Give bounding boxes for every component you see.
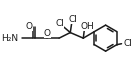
Text: O: O [26,22,33,31]
Text: Cl: Cl [56,19,65,28]
Text: Cl: Cl [124,39,132,48]
Text: OH: OH [80,22,94,32]
Text: O: O [44,29,51,38]
Text: H₂N: H₂N [1,34,18,43]
Text: Cl: Cl [69,15,78,24]
